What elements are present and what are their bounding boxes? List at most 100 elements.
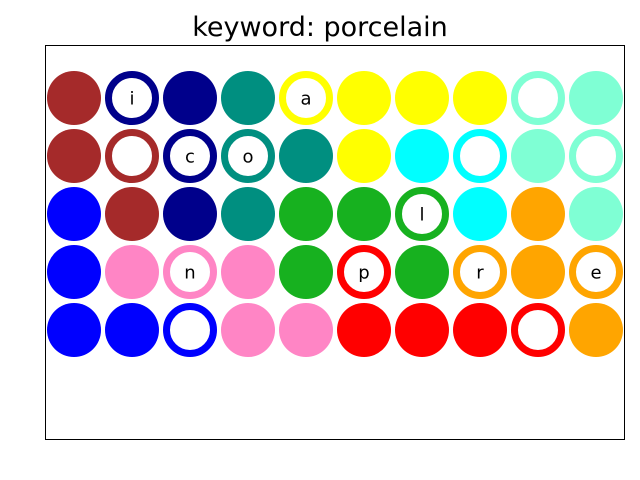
- board-cell-r4-c4[interactable]: [221, 245, 275, 299]
- filled-marker: [47, 303, 101, 357]
- board-cell-r4-c5[interactable]: [279, 245, 333, 299]
- ring-marker: [569, 245, 623, 299]
- ring-marker: [453, 129, 507, 183]
- board-cell-r4-c8[interactable]: r: [453, 245, 507, 299]
- board-cell-r2-c10[interactable]: [569, 129, 623, 183]
- board-cell-r5-c8[interactable]: [453, 303, 507, 357]
- page-title: keyword: porcelain: [192, 12, 448, 43]
- board-cell-r1-c6[interactable]: [337, 71, 391, 125]
- filled-marker: [163, 71, 217, 125]
- board-cell-r2-c3[interactable]: c: [163, 129, 217, 183]
- filled-marker: [569, 71, 623, 125]
- ring-marker: [105, 71, 159, 125]
- board-cell-r3-c7[interactable]: l: [395, 187, 449, 241]
- ring-marker: [163, 245, 217, 299]
- board-cell-r3-c4[interactable]: [221, 187, 275, 241]
- filled-marker: [221, 303, 275, 357]
- board-cell-r5-c9[interactable]: [511, 303, 565, 357]
- board-cell-r1-c4[interactable]: [221, 71, 275, 125]
- board-cell-r1-c7[interactable]: [395, 71, 449, 125]
- ring-marker: [279, 71, 333, 125]
- board-cell-r4-c6[interactable]: p: [337, 245, 391, 299]
- board-cell-r2-c6[interactable]: [337, 129, 391, 183]
- filled-marker: [337, 71, 391, 125]
- filled-marker: [47, 129, 101, 183]
- filled-marker: [453, 187, 507, 241]
- board-cell-r3-c2[interactable]: [105, 187, 159, 241]
- board-cell-r5-c6[interactable]: [337, 303, 391, 357]
- ring-marker: [511, 71, 565, 125]
- board-cell-r5-c2[interactable]: [105, 303, 159, 357]
- ring-marker: [105, 129, 159, 183]
- filled-marker: [105, 187, 159, 241]
- board-cell-r5-c4[interactable]: [221, 303, 275, 357]
- game-board-frame: [45, 45, 625, 440]
- board-cell-r1-c9[interactable]: [511, 71, 565, 125]
- filled-marker: [163, 187, 217, 241]
- board-cell-r2-c4[interactable]: o: [221, 129, 275, 183]
- board-cell-r3-c1[interactable]: [47, 187, 101, 241]
- board-cell-r1-c10[interactable]: [569, 71, 623, 125]
- filled-marker: [279, 245, 333, 299]
- filled-marker: [395, 129, 449, 183]
- board-cell-r4-c9[interactable]: [511, 245, 565, 299]
- board-cell-r2-c7[interactable]: [395, 129, 449, 183]
- board-cell-r4-c7[interactable]: [395, 245, 449, 299]
- board-cell-r3-c9[interactable]: [511, 187, 565, 241]
- board-cell-r2-c9[interactable]: [511, 129, 565, 183]
- cell-letter: i: [129, 89, 134, 110]
- filled-marker: [453, 303, 507, 357]
- cell-letter: a: [300, 89, 311, 110]
- board-cell-r5-c7[interactable]: [395, 303, 449, 357]
- ring-marker: [453, 245, 507, 299]
- board-cell-r3-c5[interactable]: [279, 187, 333, 241]
- filled-marker: [511, 129, 565, 183]
- board-cell-r1-c3[interactable]: [163, 71, 217, 125]
- filled-marker: [47, 245, 101, 299]
- board-cell-r4-c10[interactable]: e: [569, 245, 623, 299]
- board-cell-r2-c2[interactable]: [105, 129, 159, 183]
- board-cell-r5-c5[interactable]: [279, 303, 333, 357]
- ring-marker: [511, 303, 565, 357]
- ring-marker: [337, 245, 391, 299]
- board-cell-r1-c2[interactable]: i: [105, 71, 159, 125]
- board-cell-r2-c5[interactable]: [279, 129, 333, 183]
- filled-marker: [221, 187, 275, 241]
- board-cell-r4-c3[interactable]: n: [163, 245, 217, 299]
- ring-marker: [163, 129, 217, 183]
- filled-marker: [221, 71, 275, 125]
- ring-marker: [569, 129, 623, 183]
- filled-marker: [105, 303, 159, 357]
- filled-marker: [453, 71, 507, 125]
- filled-marker: [511, 245, 565, 299]
- cell-letter: r: [476, 263, 484, 284]
- board-cell-r3-c6[interactable]: [337, 187, 391, 241]
- board-cell-r5-c10[interactable]: [569, 303, 623, 357]
- filled-marker: [569, 303, 623, 357]
- filled-marker: [279, 303, 333, 357]
- board-cell-r1-c1[interactable]: [47, 71, 101, 125]
- cell-letter: p: [358, 263, 369, 284]
- filled-marker: [47, 71, 101, 125]
- board-cell-r3-c3[interactable]: [163, 187, 217, 241]
- board-cell-r5-c3[interactable]: [163, 303, 217, 357]
- board-cell-r1-c8[interactable]: [453, 71, 507, 125]
- board-cell-r3-c8[interactable]: [453, 187, 507, 241]
- board-cell-r2-c1[interactable]: [47, 129, 101, 183]
- filled-marker: [395, 245, 449, 299]
- board-cell-r4-c1[interactable]: [47, 245, 101, 299]
- filled-marker: [47, 187, 101, 241]
- filled-marker: [105, 245, 159, 299]
- board-cell-r5-c1[interactable]: [47, 303, 101, 357]
- cell-letter: o: [242, 147, 253, 168]
- filled-marker: [395, 71, 449, 125]
- filled-marker: [337, 187, 391, 241]
- board-cell-r4-c2[interactable]: [105, 245, 159, 299]
- board-cell-r2-c8[interactable]: [453, 129, 507, 183]
- cell-letter: n: [184, 263, 195, 284]
- board-cell-r3-c10[interactable]: [569, 187, 623, 241]
- cell-letter: c: [185, 147, 195, 168]
- cell-letter: l: [419, 205, 424, 226]
- board-cell-r1-c5[interactable]: a: [279, 71, 333, 125]
